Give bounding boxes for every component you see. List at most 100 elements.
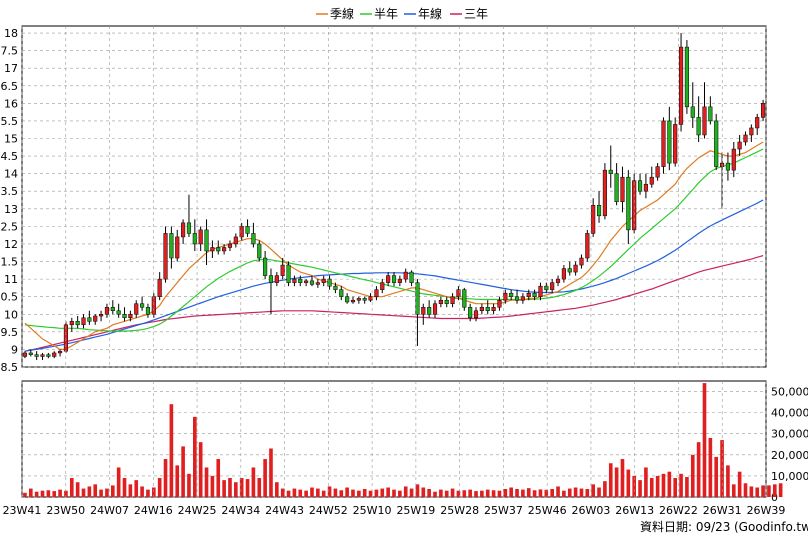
- x-tick-label: 24W25: [178, 504, 217, 517]
- volume-bar: [778, 483, 783, 497]
- candle-body: [216, 247, 221, 252]
- candle-body: [280, 264, 285, 276]
- candle-body: [503, 292, 508, 301]
- volume-bar: [163, 459, 168, 497]
- candle-body: [93, 315, 98, 322]
- volume-bar: [187, 473, 191, 497]
- candle-body: [350, 299, 356, 303]
- candle-body: [567, 268, 572, 273]
- volume-bar: [585, 488, 590, 497]
- volume-bar: [509, 487, 513, 497]
- x-tick-label: 23W41: [3, 504, 42, 517]
- price-tick-label: 15: [4, 132, 18, 145]
- x-tick-label: 24W07: [90, 504, 129, 517]
- volume-bar: [696, 442, 701, 497]
- candle-body: [432, 303, 438, 315]
- volume-bar: [75, 482, 80, 497]
- volume-bar: [28, 488, 33, 497]
- candle-body: [468, 306, 473, 319]
- x-tick-label: 23W50: [46, 504, 85, 517]
- price-tick-label: 14.5: [0, 150, 18, 163]
- candle-body: [380, 282, 385, 290]
- x-tick-label: 25W46: [528, 504, 567, 517]
- candle-body: [104, 306, 110, 315]
- footer-date-label: 資料日期: 09/23: [640, 520, 730, 534]
- candle-body: [69, 321, 74, 326]
- volume-bar: [321, 490, 326, 497]
- candle-body: [696, 117, 701, 136]
- x-tick-label: 24W16: [134, 504, 173, 517]
- price-tick-label: 17: [4, 62, 18, 75]
- volume-bar: [726, 465, 730, 497]
- volume-bar: [87, 486, 92, 497]
- volume-bar: [134, 480, 139, 497]
- candle-body: [391, 275, 397, 283]
- footer-source: (Goodinfo.tw): [734, 520, 808, 534]
- volume-bar: [720, 440, 724, 497]
- candle-body: [327, 278, 332, 287]
- x-tick-label: 24W43: [265, 504, 304, 517]
- volume-bar: [573, 487, 578, 497]
- volume-tick-label: 40,000: [771, 407, 808, 420]
- volume-bar: [626, 469, 631, 497]
- volume-bar: [116, 467, 121, 497]
- candle-body: [263, 257, 268, 276]
- volume-bar: [339, 490, 344, 497]
- volume-bar: [351, 489, 355, 497]
- volume-bar: [567, 488, 572, 497]
- candle-body: [116, 310, 121, 315]
- candle-body: [87, 317, 92, 322]
- volume-bar: [415, 484, 420, 497]
- candle-body: [444, 299, 449, 304]
- candle-body: [239, 226, 244, 238]
- candle-body: [163, 233, 168, 280]
- volume-bar: [34, 491, 39, 497]
- candle-body: [110, 306, 115, 312]
- candle-body: [134, 303, 139, 315]
- candle-body: [151, 296, 156, 315]
- volume-bar: [374, 489, 379, 497]
- price-tick-label: 13: [4, 203, 18, 216]
- volume-tick-label: 10,000: [771, 470, 808, 483]
- candle-body: [450, 296, 455, 304]
- legend-label: 季線: [330, 6, 354, 21]
- price-tick-label: 11.5: [0, 256, 18, 269]
- candle-body: [304, 280, 309, 283]
- volume-bar: [761, 485, 765, 497]
- volume-bar: [251, 467, 256, 497]
- volume-bar: [216, 459, 221, 497]
- candle-body: [632, 180, 637, 231]
- candle-body: [678, 46, 684, 125]
- volume-bar: [122, 478, 127, 497]
- candle-body: [485, 306, 490, 312]
- volume-bar: [280, 488, 285, 497]
- price-tick-label: 8.5: [1, 361, 19, 374]
- price-tick-label: 9.5: [1, 326, 19, 339]
- candle-body: [75, 321, 80, 326]
- volume-bar: [667, 471, 672, 497]
- volume-bar: [245, 479, 250, 497]
- volume-bar: [204, 467, 209, 497]
- candle-body: [626, 176, 631, 231]
- volume-bar: [521, 489, 525, 497]
- volume-bar: [99, 489, 103, 497]
- volume-bar: [515, 488, 519, 497]
- candle-body: [737, 141, 742, 150]
- candle-body: [268, 275, 274, 283]
- candle-body: [661, 120, 666, 167]
- candle-body: [421, 306, 426, 315]
- volume-bar: [269, 448, 273, 497]
- volume-bar: [544, 489, 549, 497]
- candle-body: [345, 296, 350, 303]
- legend-label: 半年: [374, 7, 398, 21]
- volume-bar: [450, 488, 455, 497]
- volume-bar: [46, 490, 51, 497]
- volume-plot-area: [21, 380, 767, 498]
- volume-bar: [731, 484, 736, 497]
- volume-tick-label: 50,000: [771, 386, 808, 399]
- volume-bar: [210, 475, 215, 497]
- candle-body: [749, 127, 754, 136]
- candle-body: [315, 282, 320, 285]
- volume-bar: [409, 488, 414, 497]
